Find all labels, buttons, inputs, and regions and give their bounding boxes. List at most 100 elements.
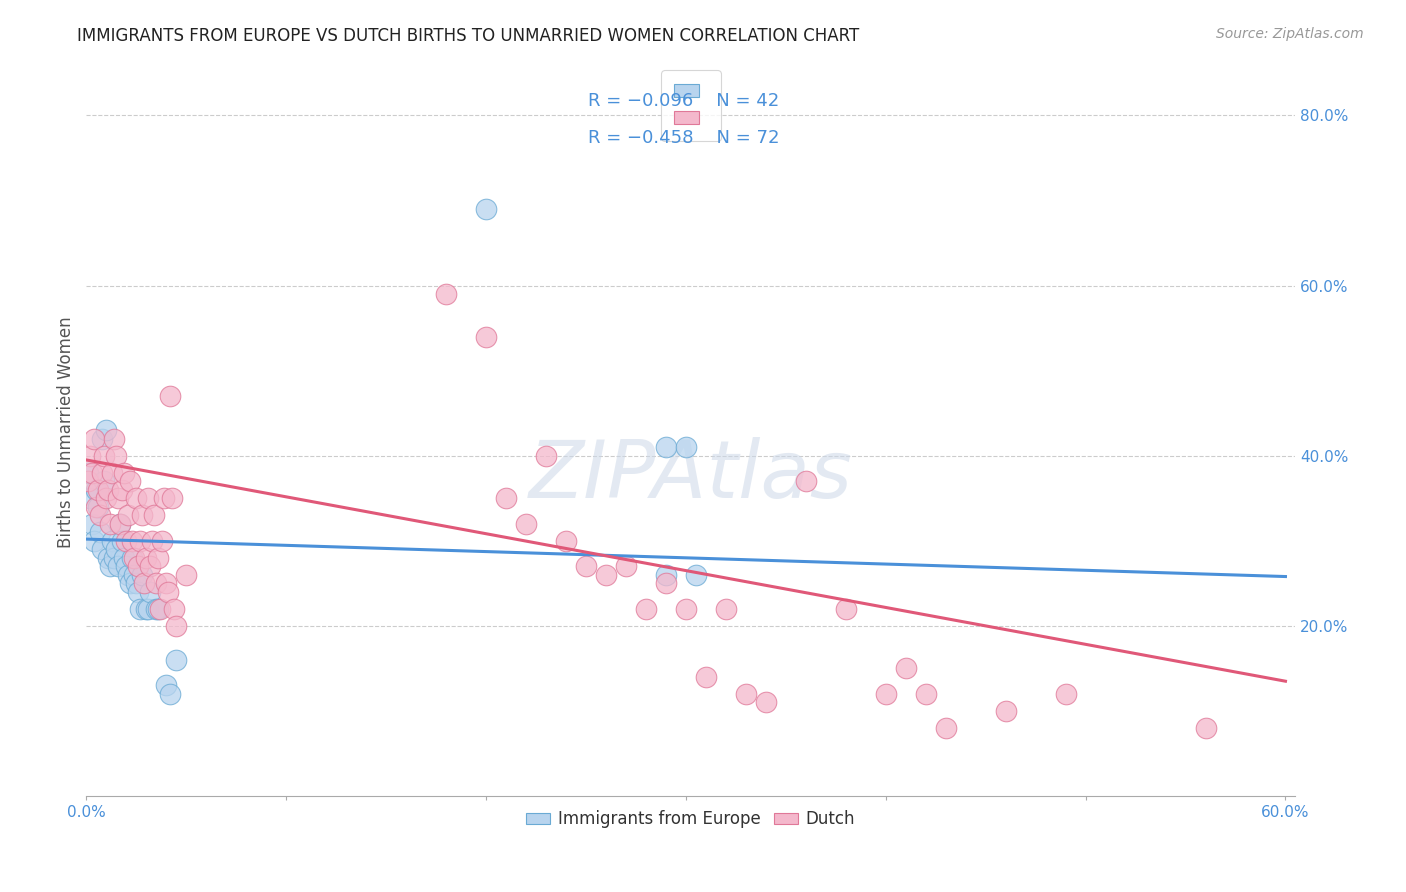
Point [136,491,159,506]
Point [125,576,148,591]
Point [125,491,148,506]
Point [555,533,578,548]
Point [121,550,143,565]
Point [755,696,778,710]
Text: ZIPAtlas: ZIPAtlas [529,437,853,515]
Point [79,491,101,506]
Point [475,202,498,216]
Point [101,466,124,480]
Point [84,483,107,497]
Point [143,508,166,523]
Point [107,491,129,506]
Point [695,670,717,684]
Point [495,491,517,506]
Point [595,567,617,582]
Text: R = −0.458    N = 72: R = −0.458 N = 72 [588,128,779,146]
Point [139,559,162,574]
Point [153,491,176,506]
Point [575,559,598,574]
Text: R = −0.096    N = 42: R = −0.096 N = 42 [588,92,779,111]
Point [117,567,139,582]
Point [131,567,153,582]
Point [79,449,101,463]
Point [675,440,697,454]
Point [135,550,157,565]
Point [141,533,163,548]
Point [105,542,128,557]
Point [103,432,125,446]
Point [93,475,115,489]
Point [157,585,180,599]
Point [894,661,917,675]
Point [165,619,187,633]
Point [110,516,132,531]
Point [145,602,167,616]
Point [96,423,118,437]
Point [136,602,159,616]
Point [835,602,858,616]
Point [655,567,678,582]
Point [515,516,537,531]
Point [875,687,897,701]
Text: IMMIGRANTS FROM EUROPE VS DUTCH BIRTHS TO UNMARRIED WOMEN CORRELATION CHART: IMMIGRANTS FROM EUROPE VS DUTCH BIRTHS T… [77,27,859,45]
Point [115,533,138,548]
Point [120,475,142,489]
Point [675,602,697,616]
Point [98,559,121,574]
Point [1194,721,1216,735]
Point [655,576,678,591]
Point [131,508,153,523]
Point [935,721,957,735]
Point [77,475,100,489]
Point [685,567,707,582]
Point [475,329,498,343]
Point [160,491,183,506]
Point [149,602,172,616]
Point [112,550,135,565]
Point [165,653,187,667]
Point [122,567,145,582]
Point [914,687,936,701]
Point [84,500,107,514]
Point [148,550,170,565]
Point [434,287,457,301]
Point [1054,687,1077,701]
Point [101,533,124,548]
Point [96,491,118,506]
Point [139,585,162,599]
Point [97,550,120,565]
Point [120,576,142,591]
Point [159,389,181,403]
Point [83,533,105,548]
Point [121,533,143,548]
Point [105,449,128,463]
Point [614,559,637,574]
Text: Source: ZipAtlas.com: Source: ZipAtlas.com [1216,27,1364,41]
Point [127,559,149,574]
Point [115,559,138,574]
Point [111,483,134,497]
Point [89,525,111,540]
Y-axis label: Births to Unmarried Women: Births to Unmarried Women [58,317,75,548]
Point [82,466,104,480]
Point [655,440,678,454]
Point [145,576,167,591]
Point [97,483,120,497]
Point [83,432,105,446]
Point [163,602,186,616]
Point [127,585,149,599]
Point [82,516,104,531]
Point [103,550,125,565]
Point [159,687,181,701]
Point [93,449,115,463]
Point [129,602,152,616]
Point [107,559,129,574]
Point [91,432,114,446]
Point [734,687,756,701]
Point [117,508,139,523]
Point [87,483,110,497]
Point [111,533,134,548]
Point [714,602,737,616]
Point [174,567,197,582]
Point [87,500,110,514]
